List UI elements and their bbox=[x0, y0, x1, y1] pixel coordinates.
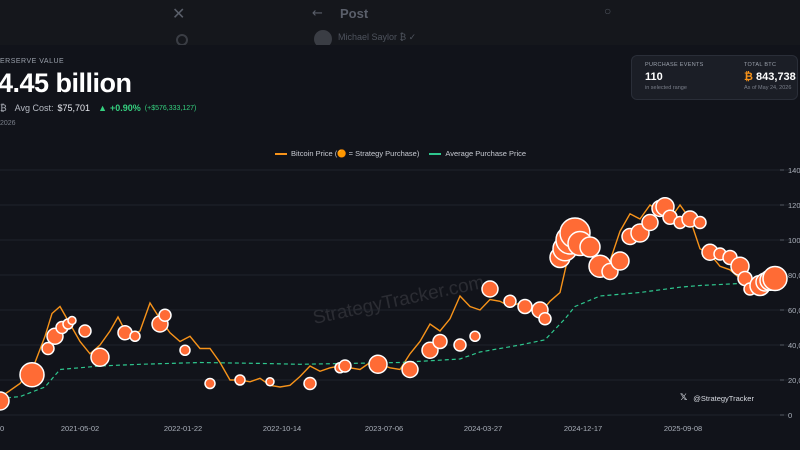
x-logo-icon: 𝕏 bbox=[680, 393, 688, 403]
y-tick-label: 100,0 bbox=[788, 236, 800, 245]
purchase-bubble bbox=[204, 377, 216, 390]
change-percent: +0.90% bbox=[110, 103, 141, 113]
avg-cost-label: Avg Cost: bbox=[14, 103, 54, 113]
total-btc-label: TOTAL BTC bbox=[744, 62, 777, 68]
y-axis: 0 20,0 40,0 60,0 80,0 100,0 120,0 140,0 bbox=[780, 166, 800, 420]
purchase-events-value: 110 bbox=[645, 71, 663, 83]
purchase-bubble bbox=[78, 324, 92, 338]
y-tick-label: 0 bbox=[788, 411, 792, 420]
legend-price-swatch bbox=[275, 152, 287, 155]
purchase-bubble bbox=[303, 376, 317, 391]
cost-row: ₿ Avg Cost: $75,701 ▲ +0.90% (+$576,333,… bbox=[0, 103, 196, 113]
purchase-bubble bbox=[762, 265, 788, 292]
more-icon: ○ bbox=[604, 4, 612, 18]
purchase-bubble bbox=[0, 391, 10, 411]
purchase-events-stat: PURCHASE EVENTS 110 in selected range bbox=[645, 62, 704, 91]
purchase-bubble bbox=[538, 312, 552, 326]
purchase-bubble bbox=[481, 280, 499, 298]
total-btc-value: 843,738 bbox=[756, 71, 796, 83]
purchase-events-label: PURCHASE EVENTS bbox=[645, 62, 704, 68]
reserve-label: ERSERVE VALUE bbox=[0, 58, 65, 65]
purchase-bubble bbox=[610, 251, 630, 271]
date-label: 2026 bbox=[0, 120, 16, 127]
reserve-value: 4.45 billion bbox=[0, 68, 132, 98]
avg-cost-value: $75,701 bbox=[57, 103, 91, 113]
purchase-bubble bbox=[90, 347, 110, 367]
change-absolute: (+$576,333,127) bbox=[144, 104, 197, 112]
bitcoin-icon: ₿ bbox=[744, 71, 753, 83]
purchase-bubble bbox=[19, 362, 45, 388]
legend-price-label[interactable]: Bitcoin Price (🟠 = Strategy Purchase) bbox=[291, 149, 420, 158]
legend-avg-label[interactable]: Average Purchase Price bbox=[445, 149, 527, 158]
background-app-bar: ✕ ← Post Michael Saylor ₿ ✓ ○ bbox=[0, 0, 800, 48]
purchase-bubble bbox=[432, 333, 448, 350]
x-tick-label: 2024-12-17 bbox=[564, 424, 602, 433]
post-title: Post bbox=[340, 6, 369, 21]
stats-card: PURCHASE EVENTS 110 in selected range TO… bbox=[631, 55, 798, 100]
purchase-bubble bbox=[129, 330, 141, 342]
purchase-bubble bbox=[503, 294, 517, 308]
purchase-bubble bbox=[579, 236, 601, 258]
purchase-bubble bbox=[401, 360, 419, 379]
total-btc-stat: TOTAL BTC ₿ 843,738 As of May 24, 2026 bbox=[744, 62, 796, 91]
purchase-bubble bbox=[517, 298, 533, 315]
bitcoin-icon: ₿ bbox=[0, 103, 7, 113]
x-axis: 0 2021-05-02 2022-01-22 2022-10-14 2023-07-0… bbox=[0, 424, 702, 433]
y-tick-label: 140,0 bbox=[788, 166, 800, 175]
purchase-bubble bbox=[453, 338, 467, 352]
x-tick-label: 0 bbox=[0, 424, 4, 433]
total-btc-value-row: ₿ 843,738 bbox=[744, 71, 796, 83]
purchase-bubble bbox=[469, 330, 481, 342]
y-tick-label: 40,0 bbox=[788, 341, 800, 350]
y-tick-label: 120,0 bbox=[788, 201, 800, 210]
credit-handle[interactable]: @StrategyTracker bbox=[693, 393, 754, 403]
y-tick-label: 60,0 bbox=[788, 306, 800, 315]
x-logo-icon: ✕ bbox=[172, 4, 186, 23]
watermark: StrategyTracker.com bbox=[311, 272, 486, 329]
price-chart[interactable]: StrategyTracker.com 0 20,0 40,0 60,0 80,0 100… bbox=[0, 160, 800, 450]
purchase-bubble bbox=[368, 354, 388, 374]
tracker-panel bbox=[0, 45, 800, 450]
purchase-bubble bbox=[158, 308, 172, 322]
purchase-bubble bbox=[234, 374, 246, 386]
purchase-bubble bbox=[67, 315, 77, 326]
purchase-bubble bbox=[179, 344, 191, 356]
credit[interactable]: 𝕏 @StrategyTracker bbox=[680, 393, 754, 403]
total-btc-sub: As of May 24, 2026 bbox=[744, 85, 792, 91]
back-arrow-icon: ← bbox=[312, 6, 323, 21]
purchase-markers bbox=[0, 197, 788, 411]
purchase-events-sub: in selected range bbox=[645, 85, 687, 91]
purchase-bubble bbox=[265, 377, 275, 387]
x-tick-label: 2025-09-08 bbox=[664, 424, 702, 433]
x-tick-label: 2024-03-27 bbox=[464, 424, 502, 433]
chart-legend[interactable]: Bitcoin Price (🟠 = Strategy Purchase) Av… bbox=[275, 149, 526, 158]
x-tick-label: 2022-10-14 bbox=[263, 424, 301, 433]
y-tick-label: 20,0 bbox=[788, 376, 800, 385]
purchase-bubble bbox=[693, 215, 707, 230]
up-arrow-icon: ▲ bbox=[98, 103, 107, 113]
x-tick-label: 2022-01-22 bbox=[164, 424, 202, 433]
purchase-bubble bbox=[641, 213, 659, 232]
x-tick-label: 2021-05-02 bbox=[61, 424, 99, 433]
x-tick-label: 2023-07-06 bbox=[365, 424, 403, 433]
post-author: Michael Saylor ₿ ✓ bbox=[338, 32, 417, 42]
y-tick-label: 80,0 bbox=[788, 271, 800, 280]
legend-avg-swatch bbox=[429, 152, 442, 155]
purchase-bubble bbox=[41, 341, 55, 356]
purchase-bubble bbox=[338, 359, 352, 373]
avatar bbox=[314, 30, 332, 48]
